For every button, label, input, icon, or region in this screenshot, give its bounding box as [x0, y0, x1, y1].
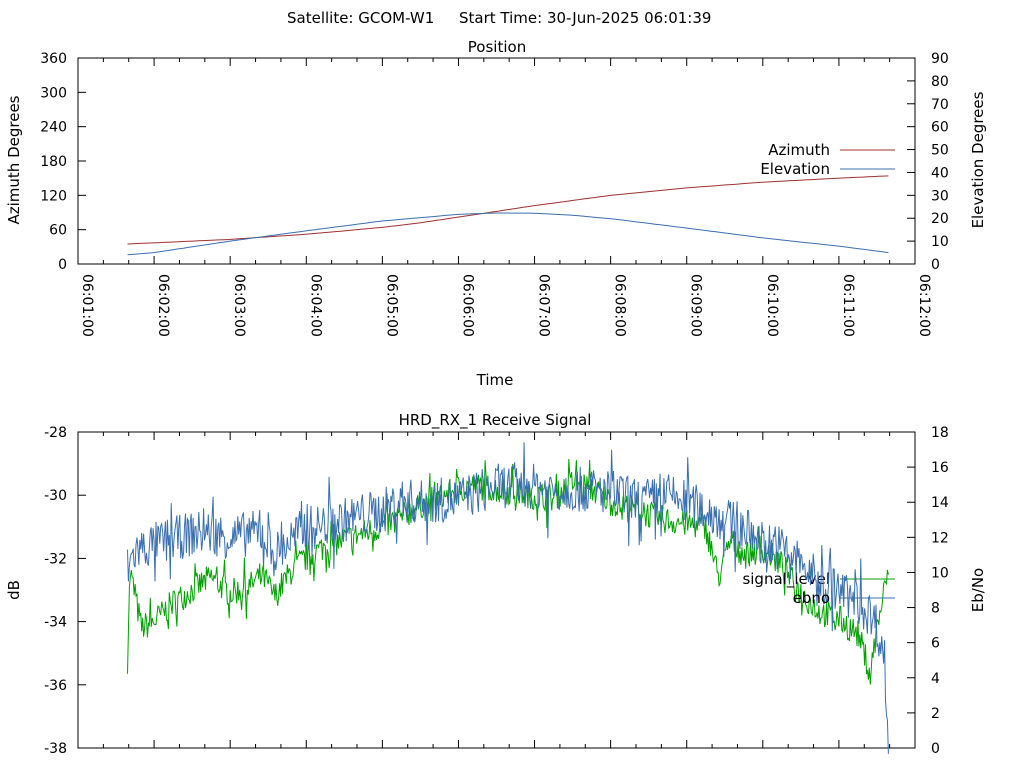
position-series-elevation-line: [127, 212, 889, 256]
position-series-azimuth-line: [127, 175, 889, 245]
position-y2-tick-label: 30: [931, 188, 949, 204]
position-x-tick-label: 06:07:00: [536, 274, 552, 337]
signal-y2-tick-label: 4: [931, 671, 940, 687]
position-x-tick-label: 06:11:00: [840, 274, 856, 337]
position-y2-tick-label: 50: [931, 143, 949, 159]
signal-y2-tick-label: 6: [931, 636, 940, 652]
position-x-tick-label: 06:10:00: [764, 274, 780, 337]
signal-y2-tick-label: 10: [931, 565, 949, 581]
position-y2-tick-label: 0: [931, 257, 940, 273]
position-y2-axis-label: Elevation Degrees: [969, 91, 987, 228]
position-y2-tick-label: 20: [931, 211, 949, 227]
satellite-label: Satellite: GCOM-W1: [287, 9, 434, 27]
position-y-tick-label: 60: [49, 223, 67, 239]
signal-y2-tick-label: 16: [931, 460, 949, 476]
signal-y-axis-label: dB: [5, 580, 23, 600]
signal-y-tick-label: -28: [44, 425, 67, 441]
position-x-axis-label: Time: [476, 371, 514, 389]
signal-y2-tick-label: 2: [931, 706, 940, 722]
signal-y2-axis-label: Eb/No: [969, 568, 987, 612]
signal-y2-tick-label: 12: [931, 530, 949, 546]
position-x-tick-label: 06:01:00: [79, 274, 95, 337]
signal-y-tick-label: -32: [44, 551, 67, 567]
position-x-tick-label: 06:04:00: [307, 274, 323, 337]
signal-y2-tick-label: 0: [931, 741, 940, 757]
position-chart-title: Position: [468, 38, 526, 56]
position-y2-tick-label: 60: [931, 120, 949, 136]
position-x-tick-label: 06:02:00: [155, 274, 171, 337]
position-x-tick-label: 06:03:00: [231, 274, 247, 337]
position-x-tick-label: 06:06:00: [459, 274, 475, 337]
signal-y-tick-label: -38: [44, 741, 67, 757]
position-x-tick-label: 06:08:00: [612, 274, 628, 337]
signal-y2-tick-label: 14: [931, 495, 949, 511]
position-y-tick-label: 120: [40, 188, 67, 204]
position-y-axis-label: Azimuth Degrees: [5, 95, 23, 224]
signal-y2-tick-label: 8: [931, 601, 940, 617]
position-legend-label-elevation: Elevation: [760, 160, 830, 178]
position-x-tick-label: 06:12:00: [916, 274, 932, 337]
signal-chart-title: HRD_RX_1 Receive Signal: [399, 411, 592, 430]
position-y2-tick-label: 90: [931, 51, 949, 67]
signal-plot-frame: [77, 431, 916, 749]
signal-y2-tick-label: 18: [931, 425, 949, 441]
signal-legend-label-ebno: ebno: [793, 589, 830, 607]
position-y2-tick-label: 40: [931, 165, 949, 181]
signal-y-tick-label: -36: [44, 678, 67, 694]
signal-y-tick-label: -30: [44, 488, 67, 504]
position-y2-tick-label: 70: [931, 97, 949, 113]
signal-y-tick-label: -34: [44, 615, 67, 631]
position-y-tick-label: 0: [58, 257, 67, 273]
position-y-tick-label: 360: [40, 51, 67, 67]
start-time-label: Start Time: 30-Jun-2025 06:01:39: [459, 9, 711, 27]
position-y-tick-label: 180: [40, 154, 67, 170]
position-x-tick-label: 06:05:00: [383, 274, 399, 337]
signal-legend-label-signal-level: signal_level: [742, 570, 830, 589]
position-y-tick-label: 300: [40, 85, 67, 101]
position-legend-label-azimuth: Azimuth: [768, 141, 830, 159]
position-y-tick-label: 240: [40, 120, 67, 136]
position-x-tick-label: 06:09:00: [688, 274, 704, 337]
position-y2-tick-label: 80: [931, 74, 949, 90]
position-y2-tick-label: 10: [931, 234, 949, 250]
signal-series-ebno-line: [127, 442, 889, 754]
